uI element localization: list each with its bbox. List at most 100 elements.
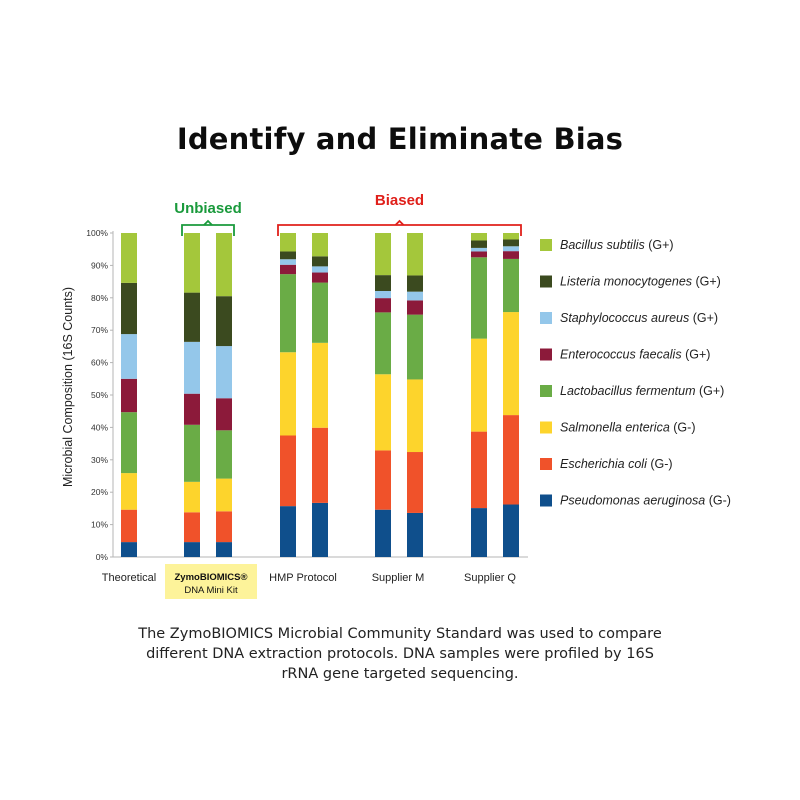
bar-segment — [184, 542, 200, 557]
y-tick-label: 20% — [91, 487, 108, 497]
bar-segment — [184, 233, 200, 293]
bar-segment — [184, 292, 200, 342]
bar-segment — [216, 233, 232, 297]
bar-segment — [312, 282, 328, 343]
legend-swatch — [540, 385, 552, 397]
bar-segment — [216, 346, 232, 399]
bar-segment — [121, 334, 137, 379]
bar-segment — [471, 257, 487, 339]
bar-segment — [184, 341, 200, 394]
bar-segment — [121, 473, 137, 510]
legend-swatch — [540, 458, 552, 470]
bar-segment — [216, 398, 232, 431]
y-tick-label: 30% — [91, 455, 108, 465]
caption-line: The ZymoBIOMICS Microbial Community Stan… — [138, 626, 662, 642]
bar-segment — [503, 415, 519, 505]
bar-segment — [375, 374, 391, 451]
bar-segment — [216, 296, 232, 347]
bar-segment — [375, 275, 391, 291]
y-tick-label: 100% — [86, 228, 108, 238]
x-group-label: DNA Mini Kit — [184, 585, 238, 596]
annotation-bracket-tip — [394, 219, 405, 226]
page-title: Identify and Eliminate Bias — [176, 122, 624, 156]
bar-segment — [312, 256, 328, 267]
bar-segment — [216, 478, 232, 512]
legend-label: Listeria monocytogenes (G+) — [560, 275, 721, 289]
bar-segment — [503, 239, 519, 247]
y-tick-label: 90% — [91, 260, 108, 270]
bar-segment — [471, 508, 487, 557]
bar-segment — [375, 290, 391, 299]
bar-segment — [216, 430, 232, 479]
y-tick-label: 10% — [91, 520, 108, 530]
bar-segment — [375, 312, 391, 375]
bar-segment — [407, 452, 423, 513]
bar-segment — [471, 431, 487, 509]
x-group-label: Supplier Q — [464, 572, 516, 584]
bar-segment — [503, 258, 519, 313]
bar-segment — [407, 275, 423, 292]
legend-swatch — [540, 239, 552, 251]
bar-segment — [280, 264, 296, 275]
bar-segment — [375, 298, 391, 313]
caption-line: different DNA extraction protocols. DNA … — [146, 646, 654, 662]
bar-segment — [121, 509, 137, 543]
bar-segment — [471, 240, 487, 248]
x-group-label: HMP Protocol — [269, 572, 337, 584]
bar-segment — [407, 379, 423, 453]
bar-segment — [471, 247, 487, 252]
y-tick-label: 0% — [96, 552, 109, 562]
highlight-box — [165, 564, 257, 599]
bar-segment — [407, 233, 423, 276]
y-axis-label: Microbial Composition (16S Counts) — [61, 287, 75, 487]
annotation-label: Unbiased — [174, 200, 242, 217]
bar-segment — [280, 506, 296, 557]
bar-segment — [375, 509, 391, 557]
bar-segment — [121, 412, 137, 474]
legend-label: Bacillus subtilis (G+) — [560, 238, 674, 252]
legend-label: Escherichia coli (G-) — [560, 457, 673, 471]
legend-label: Enterococcus faecalis (G+) — [560, 348, 710, 362]
bar-segment — [312, 502, 328, 557]
y-tick-label: 60% — [91, 358, 108, 368]
legend-swatch — [540, 348, 552, 361]
bar-segment — [216, 542, 232, 557]
x-group-label: Theoretical — [102, 572, 156, 584]
legend-label: Staphylococcus aureus (G+) — [560, 311, 718, 325]
legend-swatch — [540, 421, 552, 434]
caption-line: rRNA gene targeted sequencing. — [281, 666, 519, 682]
bar-segment — [471, 338, 487, 432]
bar-segment — [121, 282, 137, 335]
bar-segment — [375, 233, 391, 276]
bar-segment — [184, 424, 200, 482]
bar-segment — [184, 512, 200, 543]
bar-segment — [407, 291, 423, 301]
bar-segment — [280, 259, 296, 265]
bar-segment — [503, 251, 519, 259]
bar-segment — [312, 427, 328, 503]
bar-segment — [216, 511, 232, 543]
figure-caption: The ZymoBIOMICS Microbial Community Stan… — [120, 624, 680, 684]
bar-segment — [375, 450, 391, 510]
y-tick-label: 50% — [91, 390, 108, 400]
bar-segment — [312, 266, 328, 273]
bar-segment — [280, 352, 296, 436]
annotation-bracket-tip — [203, 219, 213, 226]
bar-segment — [503, 312, 519, 416]
bar-segment — [280, 435, 296, 507]
bar-segment — [471, 233, 487, 241]
bar-segment — [280, 274, 296, 353]
y-tick-label: 40% — [91, 422, 108, 432]
bar-segment — [503, 233, 519, 240]
x-group-label: Supplier M — [372, 572, 425, 584]
bar-segment — [312, 233, 328, 257]
y-tick-label: 80% — [91, 293, 108, 303]
legend-swatch — [540, 275, 552, 288]
bar-segment — [280, 233, 296, 252]
annotation-bracket — [181, 224, 235, 236]
bar-segment — [121, 378, 137, 413]
legend-swatch — [540, 494, 552, 507]
legend-label: Pseudomonas aeruginosa (G-) — [560, 494, 731, 508]
annotation-label: Biased — [375, 192, 424, 209]
